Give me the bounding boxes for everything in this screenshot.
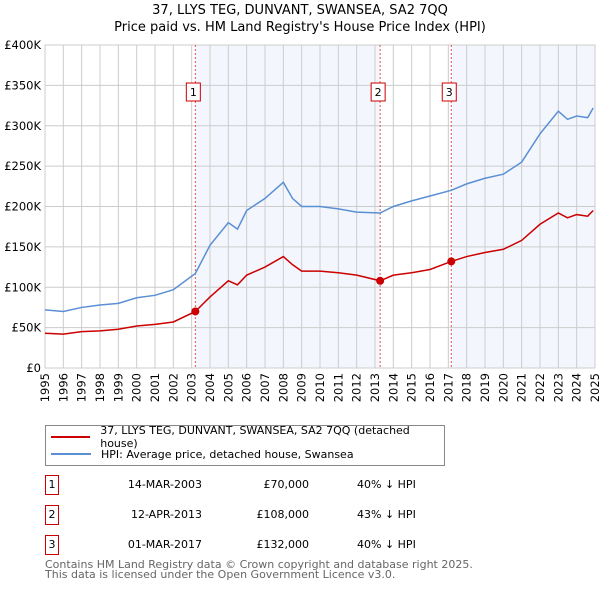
x-tick-label: 2007	[258, 373, 272, 402]
x-tick-label: 2015	[405, 373, 419, 402]
x-tick-label: 1997	[75, 373, 89, 402]
x-tick-label: 2023	[551, 373, 565, 402]
price-chart: 1995 1996 1997 1998 1999 2000 2001 2002 2003 2004…	[4, 38, 600, 402]
x-tick-label: 2011	[331, 373, 345, 402]
x-tick-label: 1998	[93, 373, 107, 402]
transaction-row: 1 14-MAR-2003 £70,000 40% ↓ HPI	[45, 475, 465, 495]
footer-licence: This data is licensed under the Open Gov…	[45, 568, 396, 581]
x-tick-label: 2025	[588, 373, 600, 402]
x-tick-label: 2016	[423, 373, 437, 402]
sale-point	[376, 276, 385, 285]
y-tick-label: £300K	[4, 119, 41, 133]
legend-red-line	[51, 436, 91, 438]
chart-title: 37, LLYS TEG, DUNVANT, SWANSEA, SA2 7QQ	[152, 3, 448, 18]
y-tick-label: £350K	[4, 78, 41, 92]
x-tick-label: 2022	[533, 373, 547, 402]
hpi-line	[44, 107, 594, 313]
x-tick-label: 2018	[460, 373, 474, 402]
x-tick-label: 1996	[56, 373, 70, 402]
x-tick-label: 2006	[240, 373, 254, 402]
x-tick-label: 2012	[350, 373, 364, 402]
y-tick-label: £0	[26, 361, 41, 375]
x-tick-label: 2014	[386, 373, 400, 402]
x-tick-label: 2005	[221, 373, 235, 402]
plot-frame	[44, 44, 596, 369]
sale-hpi-diff: 40% ↓ HPI	[357, 478, 416, 491]
x-tick-label: 1999	[111, 373, 125, 402]
sale-date: 14-MAR-2003	[127, 478, 202, 491]
y-tick-label: £250K	[4, 159, 41, 173]
sale-marker-badge: 2	[45, 505, 59, 525]
x-tick-label: 2002	[166, 373, 180, 402]
transaction-row: 3 01-MAR-2017 £132,000 40% ↓ HPI	[45, 535, 465, 555]
x-tick-label: 2003	[185, 373, 199, 402]
y-tick-label: £400K	[4, 38, 41, 52]
x-tick-label: 2013	[368, 373, 382, 402]
x-tick-label: 2009	[295, 373, 309, 402]
sale-point	[447, 257, 456, 266]
sale-label: 1	[190, 86, 197, 99]
legend-hpi: HPI: Average price, detached house, Swan…	[101, 447, 354, 461]
x-tick-label: 2001	[148, 373, 162, 402]
y-tick-label: £150K	[4, 240, 41, 254]
footer: Contains HM Land Registry data © Crown c…	[45, 558, 473, 581]
x-tick-label: 2008	[276, 373, 290, 402]
legend-blue-line	[51, 453, 91, 455]
x-tick-label: 2021	[515, 373, 529, 402]
x-tick-label: 2024	[570, 373, 584, 402]
sale-marker-badge: 1	[45, 475, 59, 495]
chart-subtitle: Price paid vs. HM Land Registry's House …	[114, 20, 486, 35]
sale-label: 2	[375, 86, 382, 99]
y-tick-label: £200K	[4, 200, 41, 214]
legend-property: 37, LLYS TEG, DUNVANT, SWANSEA, SA2 7QQ …	[100, 424, 410, 450]
sale-marker-badge: 3	[45, 535, 59, 555]
sale-date: 12-APR-2013	[130, 508, 202, 521]
x-tick-label: 2019	[478, 373, 492, 402]
x-tick-label: 2010	[313, 373, 327, 402]
sale-hpi-diff: 43% ↓ HPI	[357, 508, 416, 521]
x-tick-label: 2020	[496, 373, 510, 402]
sale-date: 01-MAR-2017	[127, 538, 202, 551]
sale-label-box	[441, 82, 457, 102]
y-tick-label: £50K	[12, 321, 42, 335]
sale-price: £108,000	[256, 508, 310, 521]
x-tick-label: 2017	[441, 373, 455, 402]
sale-price: £132,000	[256, 538, 310, 551]
sale-label: 3	[446, 86, 453, 99]
sale-point	[191, 307, 200, 316]
transaction-row: 2 12-APR-2013 £108,000 43% ↓ HPI	[45, 505, 465, 525]
x-tick-label: 2000	[130, 373, 144, 402]
sale-price: £70,000	[263, 478, 310, 491]
legend: 37, LLYS TEG, DUNVANT, SWANSEA, SA2 7QQ …	[45, 424, 445, 466]
property-line	[44, 210, 594, 335]
footer-copyright: Contains HM Land Registry data © Crown c…	[45, 558, 473, 571]
x-tick-label: 1995	[38, 373, 52, 402]
sale-label-box	[185, 82, 201, 102]
sale-hpi-diff: 40% ↓ HPI	[357, 538, 416, 551]
x-tick-label: 2004	[203, 373, 217, 402]
y-tick-label: £100K	[4, 280, 41, 294]
sale-label-box	[370, 82, 386, 102]
